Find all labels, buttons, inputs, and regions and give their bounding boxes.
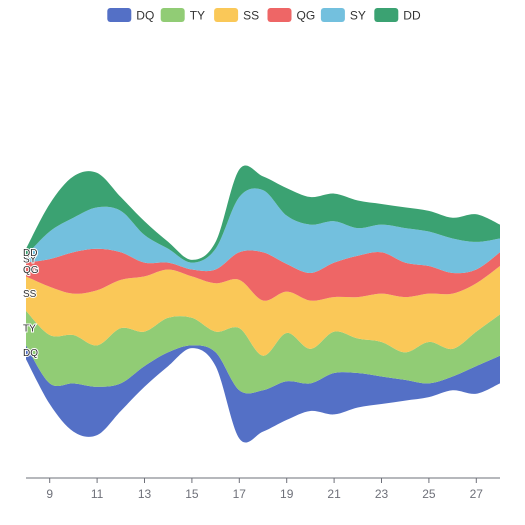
legend-item-sy[interactable]: SY: [320, 8, 366, 23]
x-tick-label: 25: [422, 487, 436, 501]
legend: DQ TY SS QG SY DD: [107, 8, 421, 23]
legend-item-dq[interactable]: DQ: [107, 8, 154, 23]
stream-layer-dd[interactable]: [26, 165, 500, 263]
stream-layer-qg[interactable]: [26, 248, 500, 301]
legend-item-dd[interactable]: DD: [374, 8, 421, 23]
legend-label: SY: [350, 9, 366, 23]
legend-swatch: [374, 8, 399, 22]
legend-label: DD: [403, 9, 421, 23]
x-tick-label: 13: [138, 487, 152, 501]
series-label-dd: DD: [23, 248, 37, 259]
legend-swatch: [320, 8, 345, 22]
legend-item-ty[interactable]: TY: [160, 8, 205, 23]
x-tick-label: 27: [470, 487, 484, 501]
legend-item-ss[interactable]: SS: [214, 8, 259, 23]
stream-layer-sy[interactable]: [26, 188, 500, 274]
x-tick-label: 17: [233, 487, 247, 501]
series-label-dq: DQ: [23, 348, 38, 359]
legend-label: DQ: [136, 9, 154, 23]
x-tick-label: 21: [327, 487, 341, 501]
legend-swatch: [267, 8, 292, 22]
series-label-qg: QG: [23, 265, 39, 276]
stream-layers: [26, 165, 500, 443]
legend-swatch: [160, 8, 185, 22]
legend-label: TY: [190, 9, 205, 23]
series-label-ty: TY: [23, 324, 36, 335]
series-label-ss: SS: [23, 289, 37, 300]
x-axis: 9 11 13 15 17 19 21 23 25 27: [26, 477, 500, 501]
legend-swatch: [107, 8, 132, 22]
x-tick-label: 23: [375, 487, 389, 501]
legend-item-qg[interactable]: QG: [267, 8, 316, 23]
legend-swatch: [214, 8, 239, 22]
stream-layer-dq[interactable]: [26, 345, 500, 443]
series-label-sy: SY: [23, 255, 37, 266]
x-tick-label: 11: [91, 487, 104, 501]
legend-label: QG: [297, 9, 316, 23]
stream-layer-ty[interactable]: [26, 310, 500, 394]
x-tick-label: 9: [46, 487, 53, 501]
x-tick-label: 15: [185, 487, 199, 501]
x-tick-label: 19: [280, 487, 294, 501]
stream-layer-ss[interactable]: [26, 266, 500, 356]
legend-label: SS: [243, 9, 259, 23]
